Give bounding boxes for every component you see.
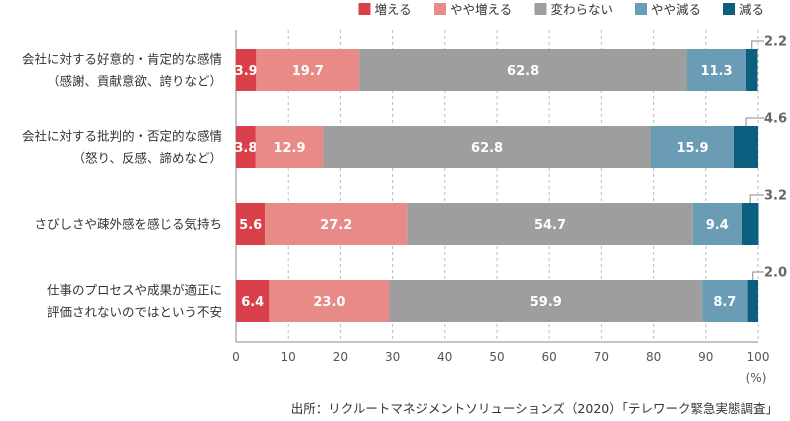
- legend-label: やや減る: [651, 2, 701, 17]
- bar-segment: [236, 203, 266, 245]
- data-label: 3.2: [764, 189, 787, 204]
- source-note: 出所：リクルートマネジメントソリューションズ（2020）「テレワーク緊急実態調査…: [290, 401, 778, 416]
- bar-segment: [236, 49, 257, 91]
- data-label: 54.7: [534, 218, 566, 233]
- category-label: 会社に対する好意的・肯定的な感情: [22, 52, 222, 67]
- data-label: 2.0: [764, 266, 787, 281]
- bar-segment: [389, 280, 703, 322]
- category-label: 仕事のプロセスや成果が適正に: [47, 283, 222, 298]
- bar-segment: [236, 280, 270, 322]
- data-label: 3.8: [234, 141, 257, 156]
- category-label: 評価されないのではという不安: [47, 305, 222, 320]
- unit-label: (%): [746, 371, 767, 385]
- bar-segment: [269, 280, 390, 322]
- bar-segment: [359, 49, 688, 91]
- bar-segment: [407, 203, 693, 245]
- legend-swatch: [635, 3, 647, 15]
- legend-label: 変わらない: [551, 2, 614, 17]
- legend-label: 減る: [739, 2, 764, 17]
- data-label: 5.6: [239, 218, 262, 233]
- data-label: 8.7: [713, 295, 736, 310]
- legend-label: やや増える: [450, 2, 512, 17]
- data-label: 62.8: [507, 64, 539, 79]
- data-label: 19.7: [292, 64, 324, 79]
- data-label: 11.3: [700, 64, 732, 79]
- legend-swatch: [534, 3, 547, 15]
- bar-segment: [650, 126, 734, 168]
- bar-segment: [323, 126, 651, 168]
- bar-segment: [687, 49, 746, 91]
- legend-label: 増える: [375, 2, 412, 17]
- category-label: 会社に対する批判的・否定的な感情: [22, 129, 222, 144]
- x-tick-label: 50: [489, 350, 504, 364]
- bar-segment: [256, 49, 360, 91]
- x-tick-label: 10: [281, 350, 296, 364]
- data-label: 62.8: [471, 141, 503, 156]
- bar-segment: [702, 280, 748, 322]
- leader-line: [751, 40, 764, 49]
- data-label: 2.2: [764, 35, 787, 50]
- x-tick-label: 40: [437, 350, 452, 364]
- leader-line: [749, 194, 764, 203]
- bar-segment: [692, 203, 742, 245]
- x-tick-label: 30: [385, 350, 400, 364]
- x-tick-label: 70: [594, 350, 609, 364]
- data-label: 27.2: [320, 218, 352, 233]
- bar-segment: [255, 126, 324, 168]
- x-tick-label: 100: [747, 350, 770, 364]
- legend-swatch: [358, 3, 371, 15]
- data-label: 15.9: [676, 141, 708, 156]
- x-tick-label: 90: [698, 350, 713, 364]
- data-label: 9.4: [706, 218, 729, 233]
- leader-line: [745, 117, 764, 126]
- category-label: （怒り、反感、諦めなど）: [72, 151, 222, 166]
- x-tick-label: 80: [646, 350, 661, 364]
- x-tick-label: 20: [333, 350, 348, 364]
- x-tick-label: 0: [232, 350, 240, 364]
- x-tick-label: 60: [542, 350, 557, 364]
- bar-segment: [745, 49, 758, 91]
- leader-line: [752, 271, 764, 280]
- category-label: さびしさや疎外感を感じる気持ち: [34, 217, 222, 232]
- data-label: 4.6: [764, 112, 787, 127]
- legend-swatch: [723, 3, 735, 15]
- bar-segment: [733, 126, 758, 168]
- data-label: 6.4: [241, 295, 264, 310]
- bar-segment: [265, 203, 408, 245]
- data-label: 3.9: [235, 64, 258, 79]
- category-label: （感謝、貢献意欲、誇りなど）: [47, 74, 222, 89]
- legend-swatch: [434, 3, 446, 15]
- data-label: 12.9: [273, 141, 305, 156]
- bar-segment: [747, 280, 758, 322]
- bar-segment: [741, 203, 759, 245]
- data-label: 59.9: [530, 295, 562, 310]
- data-label: 23.0: [313, 295, 345, 310]
- bar-segment: [236, 126, 256, 168]
